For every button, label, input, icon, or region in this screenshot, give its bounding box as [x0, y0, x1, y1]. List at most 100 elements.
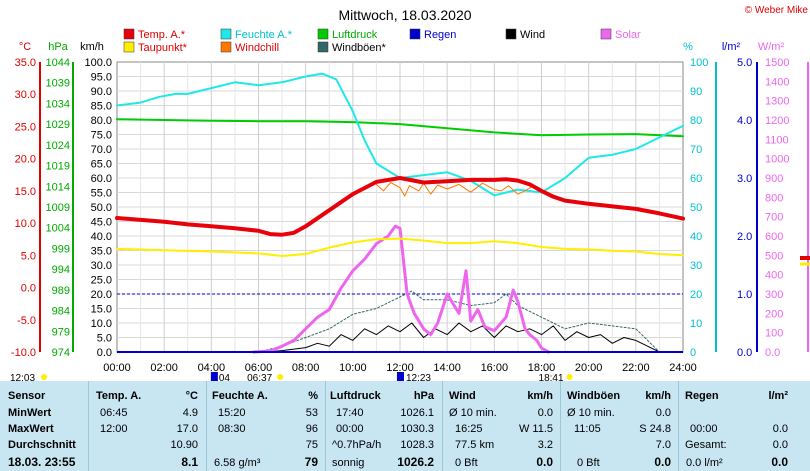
solar-tick-label: 800 — [765, 192, 783, 204]
humidity-axis-unit: % — [683, 41, 693, 53]
hum-min-time: 15:20 — [218, 407, 246, 419]
wind-tick-label: 90.0 — [91, 86, 112, 98]
wind-tick-label: 50.0 — [91, 202, 112, 214]
solar-tick-label: 700 — [765, 212, 783, 224]
hum-max: 96 — [305, 423, 318, 435]
legend-swatch — [505, 28, 517, 40]
temp-header: Temp. A. — [96, 390, 142, 402]
legend-label: Luftdruck — [332, 29, 378, 41]
pressure-tick-label: 994 — [52, 264, 70, 276]
series-line-tempa — [115, 176, 685, 237]
press-min-time: 17:40 — [336, 407, 364, 419]
rain-max-time: 00:00 — [690, 423, 718, 435]
temp-min-time: 06:45 — [100, 407, 128, 419]
x-tick-label: 22:00 — [622, 362, 650, 374]
wind-tick-label: 30.0 — [91, 260, 112, 272]
hum-min: 53 — [305, 407, 318, 419]
pressure-tick-label: 1024 — [46, 140, 70, 152]
x-tick-label: 16:00 — [481, 362, 509, 374]
pressure-tick-label: 999 — [52, 243, 70, 255]
sunset-marker — [566, 374, 573, 380]
wind-tick-label: 10.0 — [91, 318, 112, 330]
legend-swatch — [317, 28, 329, 40]
sun-marker-label: 12:03 — [10, 373, 35, 381]
sunset-label: 18:41 — [539, 373, 564, 381]
wind-tick-label: 20.0 — [91, 289, 112, 301]
moon-icon — [210, 372, 218, 381]
pressure-tick-label: 1044 — [46, 57, 70, 69]
temp-tick-label: -10.0 — [11, 347, 36, 359]
rain-current: 0.0 — [771, 455, 788, 469]
wind-avg: 3.2 — [537, 439, 553, 451]
solar-tick-label: 1100 — [765, 134, 789, 146]
gust-max-time: 11:05 — [574, 423, 601, 435]
wind-max-time: 16:25 — [455, 423, 483, 435]
press-min: 1026.1 — [400, 407, 434, 419]
stats-row-label: Durchschnitt — [8, 439, 76, 451]
temp-tick-label: 0.0 — [21, 283, 36, 295]
humidity-tick-label: 90 — [690, 86, 702, 98]
solar-tick-label: 100 — [765, 328, 783, 340]
solar-tick-label: 200 — [765, 308, 783, 320]
pressure-tick-label: 974 — [52, 347, 70, 359]
humidity-tick-label: 30 — [690, 260, 702, 272]
pressure-tick-label: 1039 — [46, 78, 70, 90]
weather-chart: Mittwoch, 18.03.2020 © Weber Mike Temp. A.… — [10, 5, 810, 381]
series-line-luftdruck — [116, 118, 684, 138]
humidity-tick-label: 0 — [690, 347, 696, 359]
solar-axis-unit: W/m² — [758, 41, 785, 53]
rain-tick-label: 1.0 — [737, 289, 752, 301]
gust-avg10: 0.0 — [655, 407, 671, 419]
temp-axis-unit: °C — [19, 41, 31, 53]
temp-tick-label: 15.0 — [15, 186, 36, 198]
legend-label: Wind — [520, 29, 545, 41]
gust-max: S 24.8 — [639, 423, 671, 435]
wind-tick-label: 95.0 — [91, 72, 112, 84]
solar-tick-label: 1500 — [765, 57, 789, 69]
series-line-windben — [258, 290, 660, 353]
legend-label: Taupunkt* — [138, 42, 188, 54]
wind-tick-label: 25.0 — [91, 275, 112, 287]
gust-header: Windböen — [567, 390, 621, 402]
temp-tick-label: 25.0 — [15, 121, 36, 133]
copyright-label: © Weber Mike — [745, 5, 809, 16]
solar-tick-label: 1200 — [765, 115, 789, 127]
wind-tick-label: 45.0 — [91, 217, 112, 229]
series-line-feuchtea — [116, 72, 684, 197]
wind-tick-label: 85.0 — [91, 101, 112, 113]
wind-bft: 0 Bft — [455, 457, 478, 469]
rain-tick-label: 2.0 — [737, 231, 752, 243]
x-tick-label: 04:00 — [198, 362, 226, 374]
stats-divider — [560, 381, 561, 471]
press-max-time: 00:00 — [336, 423, 364, 435]
pressure-tick-label: 989 — [52, 285, 70, 297]
x-tick-label: 10:00 — [339, 362, 367, 374]
x-tick-label: 02:00 — [150, 362, 178, 374]
press-unit: hPa — [413, 390, 434, 402]
humidity-tick-label: 70 — [690, 144, 702, 156]
pressure-tick-label: 1029 — [46, 119, 70, 131]
stats-row-label: MinWert — [8, 407, 52, 419]
press-current: 1026.2 — [397, 455, 434, 469]
temp-tick-label: 5.0 — [21, 250, 36, 262]
legend-label: Windböen* — [332, 42, 387, 54]
pressure-tick-label: 1004 — [46, 223, 70, 235]
stats-divider — [325, 381, 326, 471]
legend-label: Feuchte A.* — [235, 29, 293, 41]
humidity-tick-label: 20 — [690, 289, 702, 301]
wind-tick-label: 70.0 — [91, 144, 112, 156]
wind-header: Wind — [449, 390, 476, 402]
x-tick-label: 12:00 — [386, 362, 414, 374]
wind-distance: 77.5 km — [455, 439, 495, 451]
rain-unit: l/m² — [768, 390, 788, 402]
wind-unit: km/h — [527, 390, 553, 402]
stats-row-label: 18.03. 23:55 — [8, 455, 76, 469]
rain-total-label: Gesamt: — [685, 439, 727, 451]
wind-tick-label: 0.0 — [97, 347, 112, 359]
legend-swatch — [409, 28, 421, 40]
stats-row-label: MaxWert — [8, 423, 54, 435]
gust-current: 0.0 — [654, 455, 671, 469]
pressure-tick-label: 979 — [52, 326, 70, 338]
stats-divider — [88, 381, 89, 471]
hum-dew: 6.58 g/m³ — [214, 457, 261, 469]
